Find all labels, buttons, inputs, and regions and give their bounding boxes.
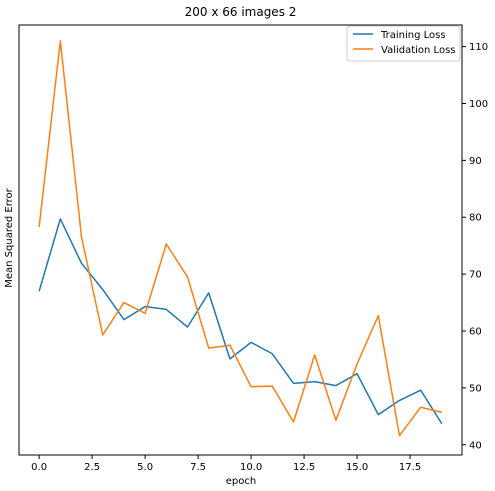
y-tick-label: 110 xyxy=(469,42,488,53)
y-axis: 40 50 60 70 80 90 100 110 xyxy=(462,42,488,451)
x-tick-label: 12.5 xyxy=(293,462,315,473)
x-tick-label: 17.5 xyxy=(399,462,421,473)
x-tick-label: 0.0 xyxy=(31,462,47,473)
x-tick-label: 5.0 xyxy=(137,462,153,473)
x-tick-label: 10.0 xyxy=(240,462,262,473)
legend-box xyxy=(346,25,461,62)
series-lines xyxy=(38,40,443,437)
y-tick-label: 70 xyxy=(469,270,482,281)
validation-loss-line xyxy=(38,40,443,437)
x-tick-label: 7.5 xyxy=(190,462,206,473)
chart-title: 200 x 66 images 2 xyxy=(185,5,297,19)
y-tick-label: 100 xyxy=(469,99,488,110)
x-tick-label: 15.0 xyxy=(346,462,368,473)
x-tick-label: 2.5 xyxy=(84,462,100,473)
y-axis-label: Mean Squared Error xyxy=(4,187,15,287)
legend-label-validation: Validation Loss xyxy=(381,45,456,56)
plot-area xyxy=(18,24,463,456)
legend: Training Loss Validation Loss xyxy=(346,25,461,62)
x-axis: 0.0 2.5 5.0 7.5 10.0 12.5 15.0 17.5 xyxy=(31,455,421,473)
x-axis-label: epoch xyxy=(226,476,256,487)
y-tick-label: 90 xyxy=(469,156,482,167)
y-tick-label: 80 xyxy=(469,213,482,224)
y-tick-label: 60 xyxy=(469,327,482,338)
y-tick-label: 40 xyxy=(469,440,482,451)
training-loss-line xyxy=(38,218,443,425)
y-tick-label: 50 xyxy=(469,383,482,394)
legend-label-training: Training Loss xyxy=(380,30,446,41)
